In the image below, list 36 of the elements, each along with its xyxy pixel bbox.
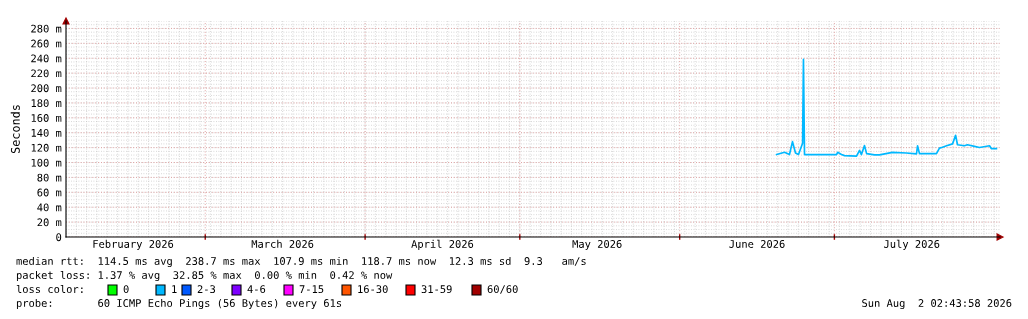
x-tick-label: February 2026	[93, 239, 174, 250]
text: median rtt: 114.5 ms avg 238.7 ms max 107.9 ms min 118.7 ms now 12.3 ms sd 9.3 am/s	[16, 256, 586, 268]
x-tick-label: June 2026	[729, 240, 785, 248]
y-tick-label: 160 m	[31, 114, 62, 122]
text: probe: 60 ICMP Echo Pings (56 Bytes) every 61s	[16, 298, 342, 310]
y-tick-label: 260 m	[31, 39, 62, 48]
text: 7-15	[299, 285, 324, 294]
x-tick-label: April 2026	[411, 239, 474, 250]
x-tick-label: March 2026	[251, 239, 314, 248]
y-tick-label: 40 m	[37, 203, 62, 212]
text: 0	[123, 285, 129, 294]
y-tick-label: 280 m	[31, 24, 62, 33]
y-tick-label: 120 m	[31, 143, 62, 152]
y-tick-label: 80 m	[37, 173, 62, 182]
y-axis-title: Seconds	[10, 105, 20, 154]
text: 60/60	[487, 285, 518, 294]
y-tick-label: 140 m	[31, 128, 62, 137]
text: 1	[172, 285, 177, 293]
y-tick-label: 220 m	[31, 69, 62, 78]
text: 31-59	[421, 285, 452, 294]
x-tick-label: July 2026	[884, 239, 940, 250]
y-tick-label: 240 m	[31, 54, 62, 63]
y-tick-label: 180 m	[31, 99, 62, 108]
text: packet loss: 1.37 % avg 32.85 % max 0.00 % min 0.42 % now	[16, 270, 393, 282]
y-tick-label: 60 m	[37, 188, 62, 197]
y-tick-label: 20 m	[37, 218, 62, 227]
y-tick-label: 200 m	[31, 84, 62, 93]
text: 4-6	[247, 285, 266, 294]
y-tick-label: 100 m	[31, 158, 62, 167]
line-series	[775, 58, 998, 157]
text: Sun Aug 2 02:43:58 2026	[862, 299, 1012, 310]
text: 2-3	[197, 285, 216, 294]
y-tick-label: 0	[56, 233, 62, 242]
x-tick-label: May 2026	[572, 240, 622, 250]
text: loss color:	[16, 284, 83, 294]
text: 16-30	[358, 285, 388, 294]
